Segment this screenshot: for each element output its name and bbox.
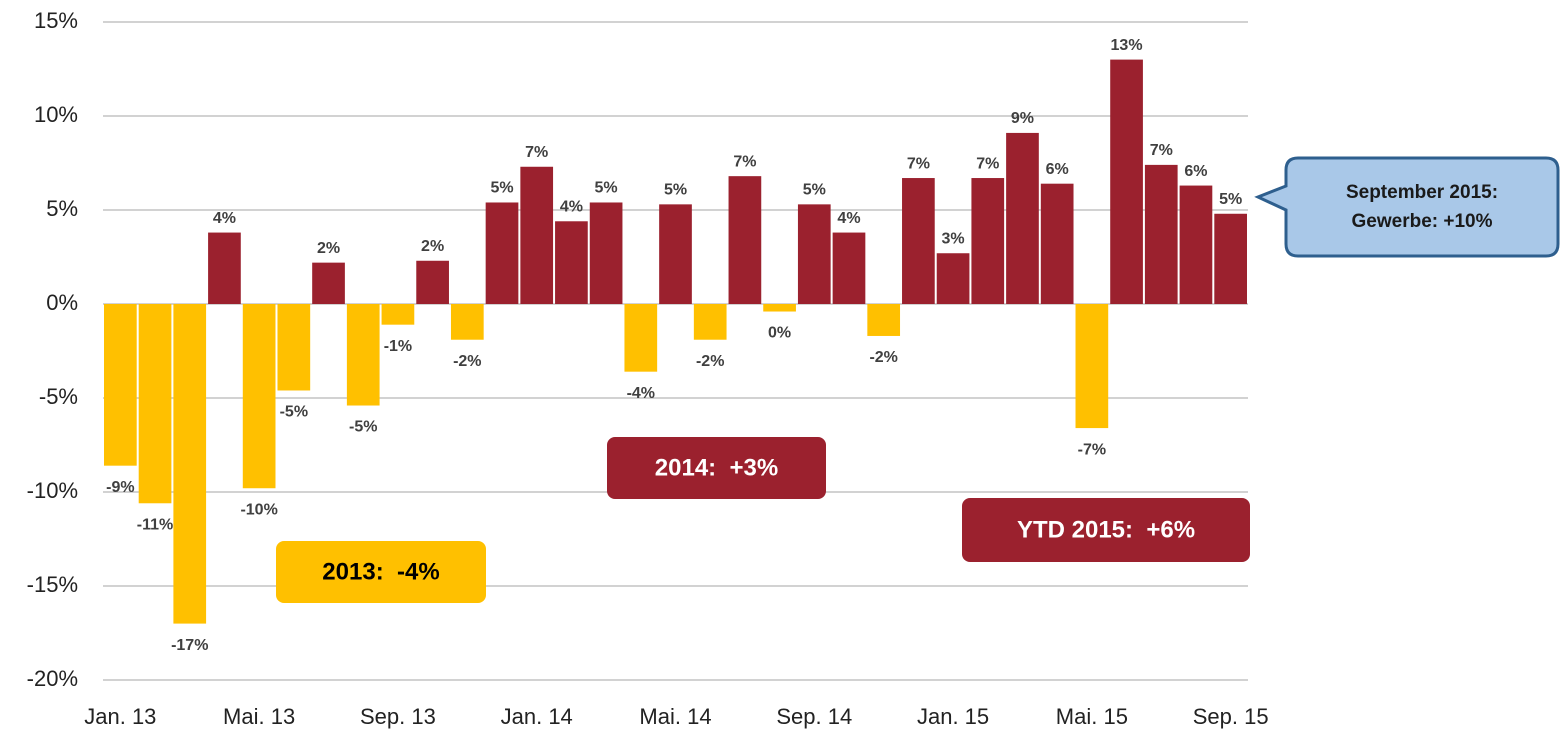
bar [346,304,380,406]
value-label: -10% [240,501,277,518]
value-label: 5% [664,182,687,199]
bar [1075,304,1109,429]
bar [520,166,554,304]
value-label: 6% [1046,161,1069,178]
bar [381,304,415,325]
bar [624,304,658,372]
bar [555,221,588,304]
value-label: -1% [384,338,412,355]
x-tick-label: Mai. 15 [1056,704,1128,729]
x-tick-label: Sep. 15 [1193,704,1269,729]
callout-text: Gewerbe: +10% [1352,211,1493,232]
bar [138,304,172,504]
value-label: 4% [560,198,583,215]
value-label: 2% [421,238,444,255]
value-label: -4% [627,385,655,402]
bar [450,304,484,340]
value-label: 7% [907,155,930,172]
value-label: 5% [595,180,618,197]
value-label: 13% [1111,37,1143,54]
annotation-text: 2013: -4% [322,558,439,585]
bar [728,176,762,304]
x-tick-label: Jan. 14 [501,704,573,729]
value-label: 6% [1184,163,1207,180]
value-label: -2% [869,349,897,366]
bar [1006,132,1039,304]
value-label: -5% [280,404,308,421]
bar [659,204,692,304]
bar [312,262,345,304]
value-label: 5% [803,182,826,199]
value-label: -2% [696,353,724,370]
value-label: 7% [525,144,548,161]
bar [416,260,449,304]
bar [277,304,311,391]
bar [797,204,831,304]
annotation-text: YTD 2015: +6% [1017,516,1195,543]
value-label: 2% [317,240,340,257]
value-label: -17% [171,637,208,654]
value-label: -11% [137,516,173,533]
value-label: -5% [349,419,377,436]
x-tick-label: Sep. 13 [360,704,436,729]
y-tick-label: -5% [39,384,78,409]
bar [971,178,1005,304]
annotation-box [607,437,826,499]
bar [104,304,137,466]
value-label: 5% [1219,191,1242,208]
bar [1214,213,1247,304]
bar [208,232,241,304]
bar [1179,185,1213,304]
x-tick-label: Jan. 13 [84,704,156,729]
y-tick-label: 15% [34,8,78,33]
x-tick-label: Mai. 14 [639,704,711,729]
x-tick-label: Mai. 13 [223,704,295,729]
value-label: 9% [1011,110,1034,127]
bar [867,304,901,336]
bar [485,202,519,304]
value-label: 7% [976,155,999,172]
value-label: -7% [1078,441,1106,458]
bar [1144,164,1178,304]
bar [1110,59,1143,304]
y-tick-label: -10% [27,478,78,503]
bar [693,304,727,340]
value-label: -2% [453,353,481,370]
bar [589,202,623,304]
bar [242,304,276,489]
y-tick-label: -15% [27,572,78,597]
value-label: 4% [837,210,860,227]
bar [173,304,207,624]
annotation-box [276,541,486,603]
annotation-text: 2014: +3% [655,454,778,481]
y-tick-label: 10% [34,102,78,127]
callout-box [1254,156,1560,258]
value-label: 5% [490,180,513,197]
callout-text: September 2015: [1346,182,1498,203]
value-label: 7% [733,153,756,170]
x-tick-label: Sep. 14 [776,704,852,729]
annotation-box [962,498,1250,562]
bar [763,304,796,312]
y-tick-label: 0% [46,290,78,315]
value-label: 4% [213,210,236,227]
value-label: -9% [106,479,134,496]
value-label: 3% [942,230,965,247]
value-label: 0% [768,325,791,342]
y-tick-label: -20% [27,666,78,691]
bar [936,253,970,304]
bar [902,178,935,304]
value-label: 7% [1150,142,1173,159]
x-tick-label: Jan. 15 [917,704,989,729]
y-tick-label: 5% [46,196,78,221]
bar [1040,183,1074,304]
bar [832,232,866,304]
